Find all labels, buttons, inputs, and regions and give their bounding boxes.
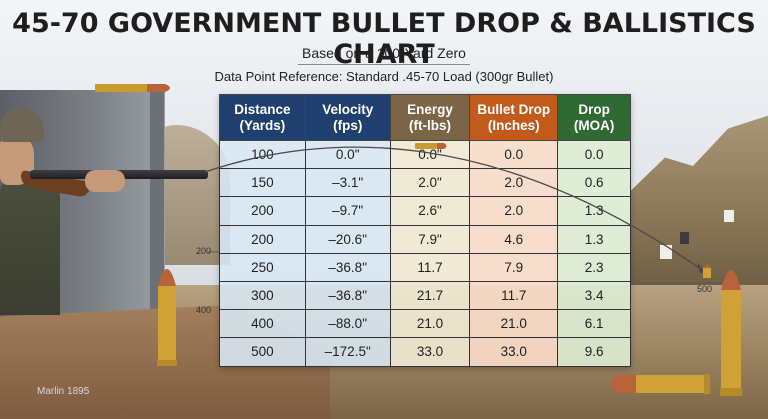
cell-drop-moa: 3.4 <box>557 280 631 311</box>
cell-energy: 21.7 <box>389 280 471 311</box>
column-header-line2: (ft-lbs) <box>408 117 451 133</box>
cell-drop-moa: 9.6 <box>557 337 631 367</box>
table-row: 250 –36.8" 11.7 7.9 2.3 <box>219 252 631 282</box>
column-header-line1: Bullet Drop <box>477 101 551 117</box>
bullet-icon <box>157 269 177 366</box>
cell-drop-moa: 6.1 <box>557 309 631 339</box>
cell-distance: 300 <box>219 280 306 311</box>
axis-label-500: 500 <box>697 284 713 294</box>
hand <box>85 170 125 192</box>
axis-label-200: 200 <box>196 246 212 256</box>
column-header-line2: (Inches) <box>487 117 540 133</box>
cell-velocity: –88.0" <box>304 309 391 339</box>
column-header-energy: Energy (ft-lbs) <box>389 94 471 141</box>
cell-distance: 100 <box>219 139 306 170</box>
cell-velocity: –20.6" <box>304 224 391 254</box>
axis-label-400: 400 <box>196 305 212 315</box>
cell-distance: 200 <box>219 196 306 226</box>
bullet-icon <box>720 270 742 396</box>
bullet-icon <box>415 143 447 149</box>
cell-bullet-drop: 21.0 <box>469 309 559 339</box>
cell-drop-moa: 2.3 <box>557 252 631 282</box>
column-header-line2: (Yards) <box>239 117 286 133</box>
cell-bullet-drop: 4.6 <box>469 224 559 254</box>
cell-velocity: –36.8" <box>304 252 391 282</box>
column-header-line1: Drop <box>578 101 610 117</box>
cell-bullet-drop: 33.0 <box>469 337 559 367</box>
cell-energy: 7.9" <box>389 224 471 254</box>
target-icon <box>660 245 672 259</box>
column-header-line1: Energy <box>407 101 453 117</box>
page-title: 45-70 GOVERNMENT BULLET DROP & BALLISTIC… <box>12 8 756 70</box>
table-row: 150 –3.1" 2.0" 2.0 0.6 <box>219 168 631 198</box>
bullet-icon <box>703 265 711 278</box>
table-row: 500 –172.5" 33.0 33.0 9.6 <box>219 337 631 367</box>
page-subtitle: Based on a 100-Yard Zero <box>302 45 466 61</box>
target-icon <box>680 232 689 244</box>
cell-distance: 250 <box>219 252 306 282</box>
cell-distance: 200 <box>219 224 306 254</box>
cap-icon <box>0 108 44 142</box>
cell-energy: 11.7 <box>389 252 471 282</box>
cell-bullet-drop: 2.0 <box>469 168 559 198</box>
column-header-line2: (fps) <box>333 117 363 133</box>
cell-drop-moa: 0.0 <box>557 139 631 170</box>
table-row: 300 –36.8" 21.7 11.7 3.4 <box>219 280 631 311</box>
shooter-icon <box>0 175 60 315</box>
cell-distance: 150 <box>219 168 306 198</box>
cell-velocity: –3.1" <box>304 168 391 198</box>
column-header-velocity: Velocity (fps) <box>304 94 391 141</box>
cell-bullet-drop: 11.7 <box>469 280 559 311</box>
cell-bullet-drop: 7.9 <box>469 252 559 282</box>
cell-energy: 2.0" <box>389 168 471 198</box>
table-row: 400 –88.0" 21.0 21.0 6.1 <box>219 309 631 339</box>
table-row: 200 –9.7" 2.6" 2.0 1.3 <box>219 196 631 226</box>
cell-velocity: 0.0" <box>304 139 391 170</box>
column-header-line1: Velocity <box>322 101 374 117</box>
cell-energy: 33.0 <box>389 337 471 367</box>
cell-energy: 21.0 <box>389 309 471 339</box>
subtitle-divider <box>298 64 470 65</box>
column-header-line1: Distance <box>234 101 291 117</box>
column-header-line2: (MOA) <box>573 117 615 133</box>
table-row: 200 –20.6" 7.9" 4.6 1.3 <box>219 224 631 254</box>
bullet-icon <box>610 374 710 394</box>
target-icon <box>724 210 734 222</box>
data-reference: Data Point Reference: Standard .45-70 Lo… <box>214 69 554 84</box>
bullet-icon <box>95 84 170 92</box>
ballistics-table: Distance (Yards) Velocity (fps) Energy (… <box>219 94 631 367</box>
cell-drop-moa: 1.3 <box>557 224 631 254</box>
cell-distance: 500 <box>219 337 306 367</box>
brand-watermark: Marlin 1895 <box>37 386 90 397</box>
table-header-row: Distance (Yards) Velocity (fps) Energy (… <box>219 94 631 141</box>
cell-velocity: –9.7" <box>304 196 391 226</box>
cell-drop-moa: 1.3 <box>557 196 631 226</box>
cell-drop-moa: 0.6 <box>557 168 631 198</box>
cell-velocity: –36.8" <box>304 280 391 311</box>
column-header-bullet-drop: Bullet Drop (Inches) <box>469 94 559 141</box>
column-header-distance: Distance (Yards) <box>219 94 306 141</box>
column-header-drop-moa: Drop (MOA) <box>557 94 631 141</box>
cell-velocity: –172.5" <box>304 337 391 367</box>
cell-energy: 2.6" <box>389 196 471 226</box>
cell-bullet-drop: 2.0 <box>469 196 559 226</box>
cell-bullet-drop: 0.0 <box>469 139 559 170</box>
cell-distance: 400 <box>219 309 306 339</box>
